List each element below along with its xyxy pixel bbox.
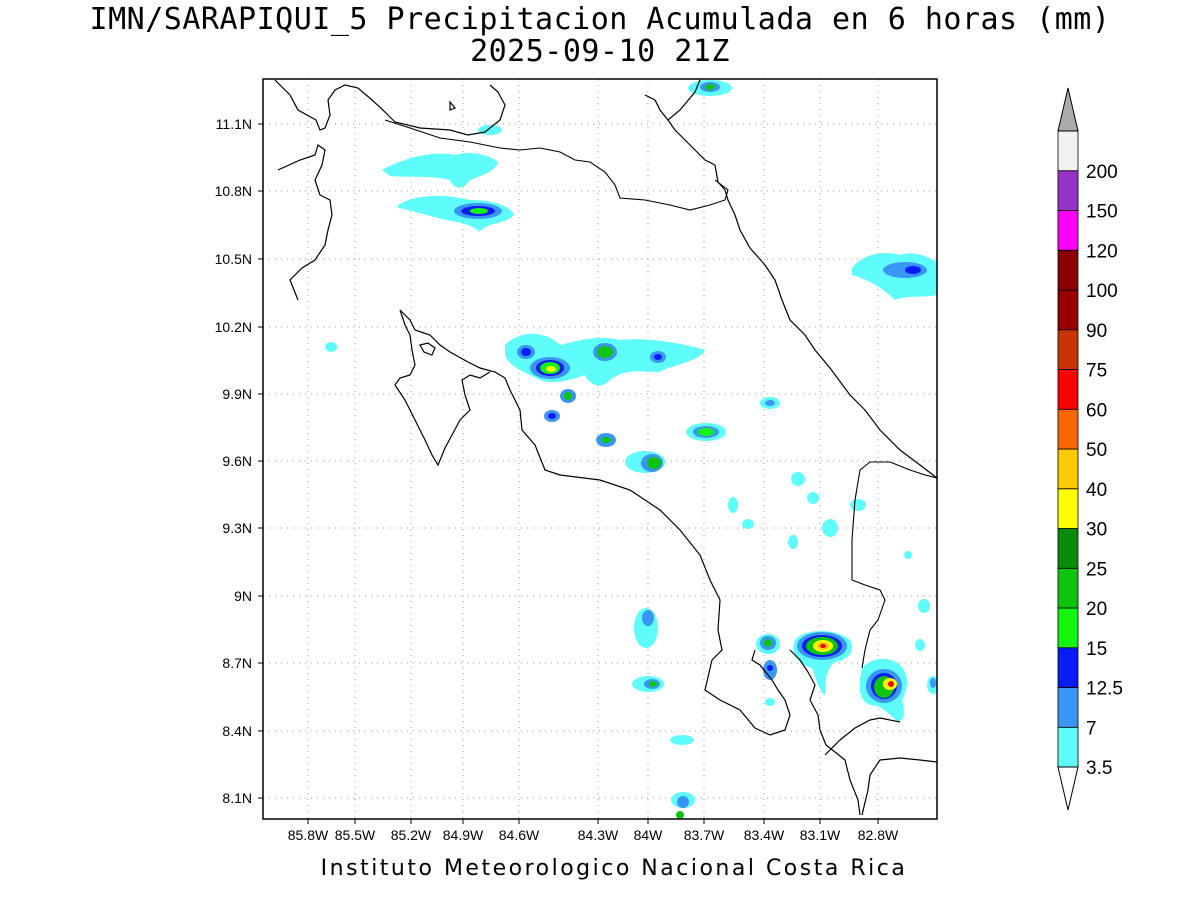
y-tick-label: 9N xyxy=(234,588,252,604)
legend-level-label: 3.5 xyxy=(1086,758,1112,779)
axis-ticks xyxy=(258,123,879,824)
legend-swatch xyxy=(1057,249,1079,291)
legend-level-label: 50 xyxy=(1086,440,1107,461)
legend-swatch xyxy=(1057,687,1079,728)
legend-labels: 3.5 7 12.5 15 20 25 30 40 50 60 75 90 100 120 150 200 xyxy=(1086,162,1123,779)
legend-level-label: 120 xyxy=(1086,241,1118,262)
y-tick-label: 11.1N xyxy=(216,116,252,132)
x-tick-label: 84.9W xyxy=(443,827,484,843)
legend-swatch xyxy=(1057,726,1079,768)
legend-level-label: 90 xyxy=(1086,321,1107,342)
legend-top-arrow xyxy=(1057,87,1079,132)
legend-swatch xyxy=(1057,170,1079,211)
legend-level-label: 40 xyxy=(1086,480,1107,501)
legend-level-label: 25 xyxy=(1086,559,1107,580)
x-tick-label: 83.4W xyxy=(744,827,785,843)
y-tick-label: 9.3N xyxy=(222,520,252,536)
legend-swatch xyxy=(1057,567,1079,609)
legend-swatch xyxy=(1057,448,1079,490)
political-borders xyxy=(384,119,937,669)
legend-level-label: 12.5 xyxy=(1086,679,1123,700)
legend-level-label: 15 xyxy=(1086,639,1107,660)
legend-swatch xyxy=(1057,329,1079,370)
y-tick-label: 9.6N xyxy=(222,453,252,469)
legend-swatch xyxy=(1057,528,1079,569)
legend-swatch xyxy=(1057,369,1079,410)
footer-credit: Instituto Meteorologico Nacional Costa R… xyxy=(320,856,908,881)
y-tick-label: 9.9N xyxy=(222,386,252,402)
y-tick-label: 10.8N xyxy=(215,183,252,199)
coastlines xyxy=(274,79,937,816)
legend-swatch xyxy=(1057,289,1079,331)
x-tick-label: 84W xyxy=(634,827,664,843)
legend-level-label: 150 xyxy=(1086,202,1118,223)
legend-swatch xyxy=(1057,647,1079,688)
y-tick-label: 10.5N xyxy=(215,251,252,267)
color-legend: 3.5 7 12.5 15 20 25 30 40 50 60 75 90 100 120 150 200 xyxy=(1057,87,1123,811)
legend-level-label: 60 xyxy=(1086,400,1107,421)
x-tick-labels: 85.8W 85.5W 85.2W 84.9W 84.6W 84.3W 84W … xyxy=(288,827,899,843)
legend-level-label: 20 xyxy=(1086,599,1107,620)
y-tick-label: 8.7N xyxy=(222,655,252,671)
y-tick-label: 10.2N xyxy=(215,319,252,335)
x-tick-label: 84.6W xyxy=(499,827,540,843)
legend-swatch xyxy=(1057,130,1079,172)
y-tick-labels: 11.1N 10.8N 10.5N 10.2N 9.9N 9.6N 9.3N 9… xyxy=(215,116,252,806)
x-tick-label: 82.8W xyxy=(858,827,899,843)
map-timestamp: 2025-09-10 21Z xyxy=(470,34,730,69)
y-tick-label: 8.1N xyxy=(222,790,252,806)
x-tick-label: 83.1W xyxy=(800,827,841,843)
x-tick-label: 85.8W xyxy=(288,827,329,843)
x-tick-label: 85.2W xyxy=(391,827,432,843)
map-frame xyxy=(262,78,938,820)
legend-level-label: 200 xyxy=(1086,162,1118,183)
legend-level-label: 7 xyxy=(1086,718,1097,739)
legend-level-label: 30 xyxy=(1086,520,1107,541)
legend-swatch xyxy=(1057,408,1079,450)
precipitation-field xyxy=(325,80,937,819)
legend-level-label: 100 xyxy=(1086,281,1118,302)
legend-swatches xyxy=(1057,130,1079,768)
legend-swatch xyxy=(1057,210,1079,251)
legend-bottom-arrow xyxy=(1057,766,1079,811)
map-title: IMN/SARAPIQUI_5 Precipitacion Acumulada … xyxy=(89,2,1111,37)
legend-swatch xyxy=(1057,488,1079,529)
x-tick-label: 83.7W xyxy=(684,827,725,843)
legend-swatch xyxy=(1057,607,1079,649)
x-tick-label: 84.3W xyxy=(578,827,619,843)
x-tick-label: 85.5W xyxy=(335,827,376,843)
y-tick-label: 8.4N xyxy=(222,723,252,739)
grid xyxy=(263,79,937,819)
legend-level-label: 75 xyxy=(1086,361,1107,382)
